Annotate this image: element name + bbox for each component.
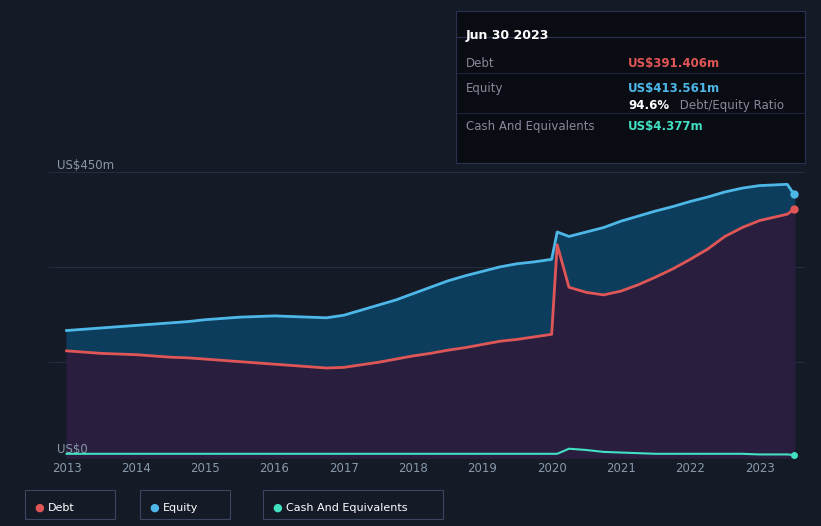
Text: Debt: Debt [48,502,75,513]
Text: Debt/Equity Ratio: Debt/Equity Ratio [676,99,784,113]
Text: Cash And Equivalents: Cash And Equivalents [466,120,594,134]
Text: Cash And Equivalents: Cash And Equivalents [286,502,407,513]
Text: 94.6%: 94.6% [628,99,669,113]
Text: US$413.561m: US$413.561m [628,82,720,95]
Text: ●: ● [34,502,44,513]
Text: ●: ● [149,502,159,513]
Text: US$391.406m: US$391.406m [628,57,720,70]
Text: ●: ● [273,502,282,513]
Text: Jun 30 2023: Jun 30 2023 [466,29,549,42]
Text: US$450m: US$450m [57,159,114,171]
Text: US$0: US$0 [57,443,88,457]
Text: Equity: Equity [163,502,198,513]
Text: US$4.377m: US$4.377m [628,120,704,134]
Text: Debt: Debt [466,57,494,70]
Text: Equity: Equity [466,82,503,95]
